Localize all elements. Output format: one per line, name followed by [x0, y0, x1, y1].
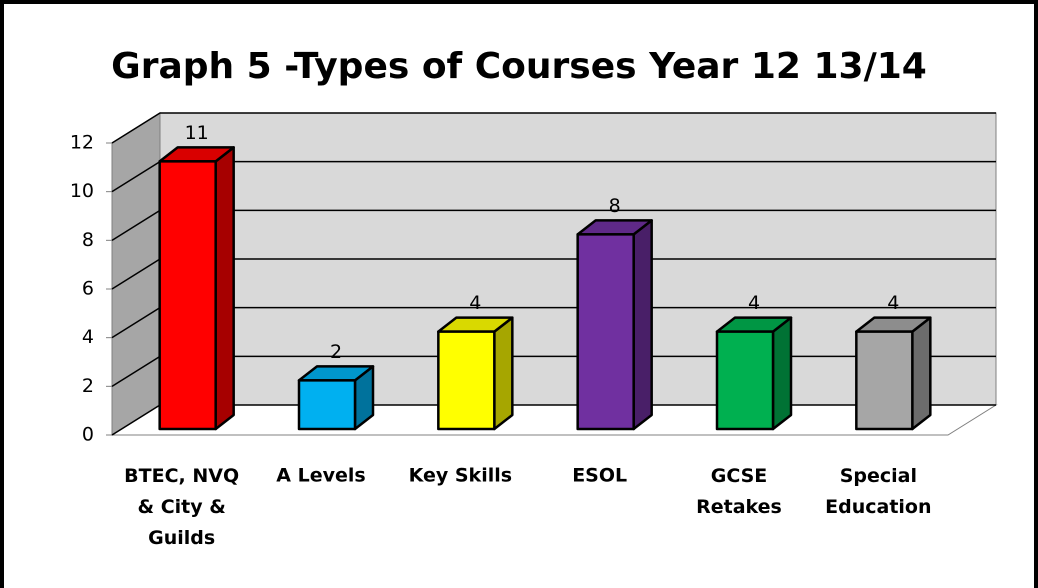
bar	[715, 316, 793, 431]
bar-face	[576, 233, 635, 431]
y-tick-label: 4	[82, 326, 94, 348]
bar	[576, 219, 653, 431]
bar-face	[437, 330, 496, 431]
bar-face	[715, 330, 775, 431]
bar-face	[855, 330, 914, 431]
y-tick-label: 6	[82, 278, 94, 300]
bar	[855, 316, 932, 431]
x-tick-label: Special Education	[825, 465, 931, 518]
bar	[297, 365, 375, 431]
x-tick-label: Key Skills	[409, 465, 512, 487]
bar-face	[771, 316, 793, 431]
data-label: 4	[887, 292, 899, 314]
bar-face	[911, 316, 932, 431]
bar-face	[214, 146, 235, 431]
data-label: 4	[748, 292, 760, 314]
bar-face	[632, 219, 653, 431]
data-label: 2	[330, 341, 342, 363]
y-tick-label: 10	[70, 180, 94, 202]
chart-title: Graph 5 -Types of Courses Year 12 13/14	[111, 46, 927, 87]
bar	[437, 316, 514, 431]
x-tick-label: ESOL	[572, 465, 627, 487]
bar-face	[158, 160, 217, 431]
y-tick-label: 12	[70, 132, 94, 154]
x-tick-label: GCSE Retakes	[696, 465, 782, 518]
y-tick-label: 2	[82, 375, 94, 397]
bar	[158, 146, 235, 431]
bar-face	[493, 316, 514, 431]
x-tick-label: A Levels	[276, 465, 365, 487]
data-label: 8	[609, 195, 621, 217]
data-label: 11	[185, 122, 209, 144]
y-tick-label: 8	[82, 229, 94, 251]
x-tick-label: BTEC, NVQ & City & Guilds	[124, 465, 239, 549]
y-tick-label: 0	[82, 424, 94, 446]
grid-line	[111, 112, 996, 144]
data-label: 4	[469, 292, 481, 314]
bar-face	[297, 379, 357, 431]
